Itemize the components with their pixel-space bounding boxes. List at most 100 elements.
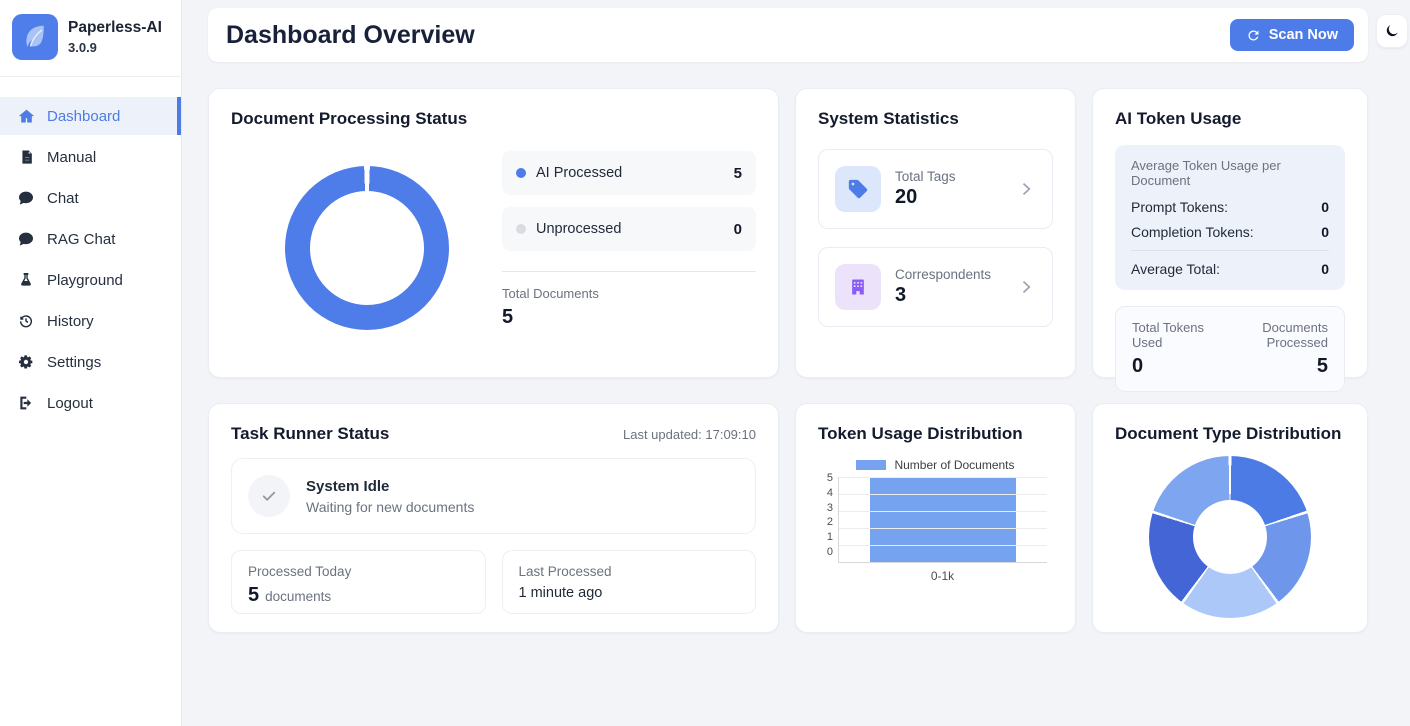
- app-title: Paperless-AI: [68, 19, 162, 37]
- sidebar-item-label: Settings: [47, 353, 102, 371]
- kv-label: Prompt Tokens:: [1131, 199, 1229, 215]
- document-type-donut-chart: [1149, 456, 1311, 618]
- x-axis-labels: 0-1k: [930, 569, 955, 583]
- flask-icon: [17, 271, 35, 289]
- sidebar-item-dashboard[interactable]: Dashboard: [0, 97, 181, 135]
- scan-now-label: Scan Now: [1268, 27, 1338, 43]
- sidebar-item-label: RAG Chat: [47, 230, 116, 248]
- card-token-usage-distribution: Token Usage Distribution Number of Docum…: [795, 403, 1076, 633]
- page-header: Dashboard Overview Scan Now: [208, 8, 1368, 62]
- sidebar-item-settings[interactable]: Settings: [0, 343, 181, 381]
- stat-label: Correspondents: [895, 267, 992, 282]
- status-subtitle: Waiting for new documents: [306, 498, 475, 515]
- card-system-statistics: System Statistics Total Tags 20 Correspo…: [795, 88, 1076, 378]
- legend-label: Unprocessed: [536, 221, 622, 237]
- logout-icon: [17, 394, 35, 412]
- documents-processed-label: Documents Processed: [1262, 320, 1328, 350]
- sidebar-item-chat[interactable]: Chat: [0, 179, 181, 217]
- gear-icon: [17, 353, 35, 371]
- legend-swatch: [856, 460, 887, 470]
- processed-today-box: Processed Today 5 documents: [231, 550, 486, 614]
- sidebar-item-logout[interactable]: Logout: [0, 384, 181, 422]
- dashboard-grid: Document Processing Status AI Processed …: [208, 88, 1368, 633]
- donut-hole: [309, 191, 424, 305]
- scan-now-button[interactable]: Scan Now: [1229, 19, 1354, 51]
- main-content: Dashboard Overview Scan Now Document Pro…: [182, 0, 1410, 726]
- legend-dot: [516, 168, 526, 178]
- kv-value: 0: [1321, 199, 1329, 215]
- average-total-row: Average Total: 0: [1131, 261, 1329, 277]
- legend-value: 5: [733, 164, 742, 182]
- check-icon: [248, 475, 290, 517]
- prompt-tokens-row: Prompt Tokens: 0: [1131, 199, 1329, 215]
- completion-tokens-row: Completion Tokens: 0: [1131, 224, 1329, 240]
- sidebar-item-label: Manual: [47, 148, 97, 166]
- divider: [1131, 250, 1329, 251]
- legend-dot: [516, 224, 526, 234]
- sidebar: Paperless-AI 3.0.9 Dashboard Manual Chat…: [0, 0, 182, 726]
- status-title: System Idle: [306, 477, 390, 495]
- sidebar-item-label: Playground: [47, 271, 123, 289]
- card-title: Document Type Distribution: [1115, 424, 1342, 443]
- documents-processed-value: 5: [1316, 355, 1328, 377]
- sidebar-item-manual[interactable]: Manual: [0, 138, 181, 176]
- stat-row-total-tags[interactable]: Total Tags 20: [818, 149, 1053, 229]
- chat-icon: [17, 230, 35, 248]
- stat-row-correspondents[interactable]: Correspondents 3: [818, 247, 1053, 327]
- stat-value: 20: [895, 186, 918, 208]
- chart-legend-label: Number of Documents: [894, 458, 1015, 472]
- stat-label: Total Tags: [895, 169, 956, 184]
- processed-today-label: Processed Today: [248, 564, 352, 579]
- sidebar-item-label: Chat: [47, 189, 79, 207]
- token-totals-box: Total Tokens Used 0 Documents Processed …: [1115, 306, 1345, 392]
- system-status-box: System Idle Waiting for new documents: [231, 458, 756, 534]
- sidebar-item-label: History: [47, 312, 94, 330]
- app-logo-leaf-icon: [12, 14, 58, 60]
- processed-today-value: 5: [248, 584, 260, 606]
- moon-icon: [1384, 23, 1400, 39]
- card-title: Document Processing Status: [231, 109, 468, 128]
- kv-label: Completion Tokens:: [1131, 224, 1254, 240]
- last-updated-text: Last updated: 17:09:10: [622, 427, 756, 442]
- theme-toggle-button[interactable]: [1376, 14, 1408, 48]
- kv-value: 0: [1321, 224, 1329, 240]
- processed-today-unit: documents: [265, 589, 332, 604]
- last-processed-label: Last Processed: [518, 564, 612, 579]
- sidebar-item-history[interactable]: History: [0, 302, 181, 340]
- sidebar-item-label: Dashboard: [47, 107, 121, 125]
- legend-item-unprocessed: Unprocessed 0: [502, 207, 756, 251]
- refresh-icon: [1246, 28, 1261, 43]
- divider: [502, 271, 756, 272]
- sidebar-item-playground[interactable]: Playground: [0, 261, 181, 299]
- legend-item-ai-processed: AI Processed 5: [502, 151, 756, 195]
- kv-value: 0: [1321, 261, 1329, 277]
- card-title: System Statistics: [818, 109, 959, 128]
- legend-value: 0: [733, 220, 742, 238]
- average-usage-heading: Average Token Usage per Document: [1131, 158, 1281, 188]
- last-processed-box: Last Processed 1 minute ago: [501, 550, 756, 614]
- stat-value: 3: [895, 284, 907, 306]
- sidebar-item-rag-chat[interactable]: RAG Chat: [0, 220, 181, 258]
- chevron-right-icon: [1016, 179, 1036, 199]
- card-task-runner-status: Task Runner Status Last updated: 17:09:1…: [208, 403, 779, 633]
- chat-icon: [17, 189, 35, 207]
- card-title: Token Usage Distribution: [818, 424, 1023, 443]
- total-documents-value: 5: [502, 306, 514, 328]
- page-title: Dashboard Overview: [226, 20, 475, 49]
- bars: [839, 477, 1047, 562]
- building-icon: [835, 264, 881, 310]
- sidebar-divider: [0, 76, 181, 77]
- app-logo-row: Paperless-AI 3.0.9: [0, 0, 181, 76]
- plot-area: [838, 477, 1047, 563]
- sidebar-nav: Dashboard Manual Chat RAG Chat Playgroun…: [0, 77, 181, 422]
- total-tokens-used-label: Total Tokens Used: [1132, 320, 1205, 350]
- total-documents-label: Total Documents: [502, 286, 599, 301]
- document-icon: [17, 148, 35, 166]
- tag-icon: [835, 166, 881, 212]
- sidebar-item-label: Logout: [47, 394, 93, 412]
- total-tokens-used-value: 0: [1132, 355, 1144, 377]
- donut-hole: [1193, 500, 1267, 574]
- processing-donut-chart: [284, 166, 449, 330]
